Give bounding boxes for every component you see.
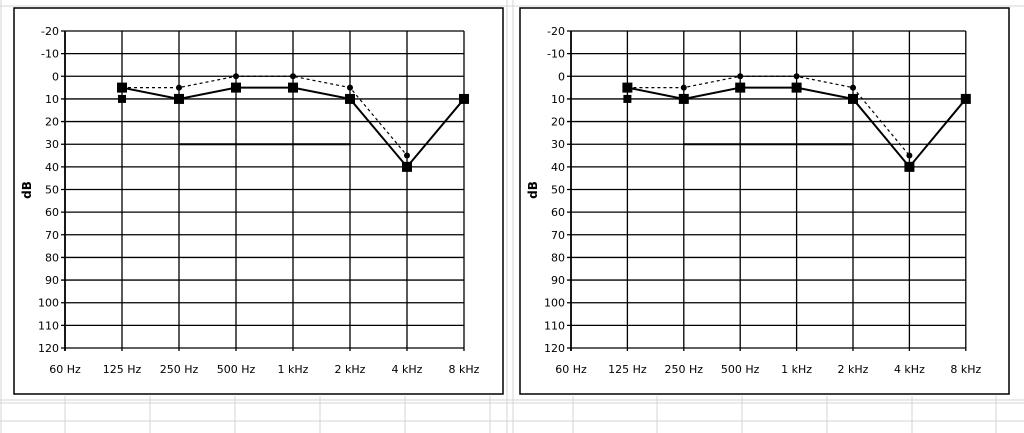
y-tick-label: 70: [551, 229, 565, 242]
y-tick-label: 110: [38, 319, 59, 332]
y-tick-label: -10: [41, 48, 59, 61]
data-point-square: [402, 161, 412, 172]
data-point-square: [735, 82, 746, 93]
data-point-square: [848, 93, 858, 104]
data-point-dot: [624, 84, 631, 91]
chart-panel-border: [13, 7, 504, 395]
x-tick-label: 125 Hz: [608, 363, 647, 376]
y-tick-label: 110: [544, 319, 565, 332]
y-tick-label: -20: [41, 25, 59, 38]
data-point-dot: [233, 73, 239, 80]
y-tick-label: -10: [547, 48, 565, 61]
x-tick-label: 60 Hz: [49, 363, 81, 376]
x-tick-label: 2 kHz: [838, 363, 869, 376]
y-tick-label: 20: [45, 116, 59, 129]
x-tick-label: 8 kHz: [449, 363, 480, 376]
x-tick-label: 500 Hz: [217, 363, 256, 376]
data-point-dot: [119, 84, 125, 91]
data-point-square: [678, 93, 689, 104]
y-tick-label: 120: [38, 342, 59, 355]
y-axis-label: dB: [526, 181, 540, 199]
y-tick-label: 50: [551, 184, 565, 197]
y-tick-label: 0: [52, 70, 59, 83]
data-point-dot: [850, 84, 856, 91]
x-tick-label: 4 kHz: [392, 363, 423, 376]
data-point-square: [118, 94, 126, 103]
y-tick-label: 30: [551, 138, 565, 151]
data-point-square: [960, 93, 971, 104]
x-tick-label: 250 Hz: [665, 363, 704, 376]
x-tick-label: 1 kHz: [781, 363, 812, 376]
data-point-dot: [347, 84, 353, 91]
data-point-dot: [793, 73, 800, 80]
x-tick-label: 500 Hz: [721, 363, 760, 376]
y-tick-label: 10: [45, 93, 59, 106]
y-tick-label: 60: [45, 206, 59, 219]
y-tick-label: 60: [551, 206, 565, 219]
audiogram-panel-left[interactable]: -20 -10 0 10 20 30 40 50 60 70 80 90 100 110 120 60 Hz 1…: [13, 7, 504, 395]
y-tick-label: -20: [547, 25, 565, 38]
y-tick-label: 40: [551, 161, 565, 174]
y-tick-label: 20: [551, 116, 565, 129]
data-point-square: [345, 93, 355, 104]
y-tick-label: 100: [544, 297, 565, 310]
y-tick-label: 30: [45, 138, 59, 151]
y-tick-label: 90: [45, 274, 59, 287]
x-tick-label: 2 kHz: [335, 363, 366, 376]
data-point-dot: [290, 73, 296, 80]
data-point-square: [459, 93, 469, 104]
x-tick-label: 1 kHz: [278, 363, 309, 376]
y-axis-label: dB: [20, 181, 34, 199]
data-point-square: [623, 94, 632, 103]
x-tick-label: 125 Hz: [103, 363, 142, 376]
y-tick-label: 70: [45, 229, 59, 242]
x-tick-label: 8 kHz: [950, 363, 981, 376]
data-point-square: [174, 93, 184, 104]
x-tick-label: 250 Hz: [160, 363, 199, 376]
data-point-square: [288, 82, 298, 93]
data-point-dot: [404, 152, 410, 159]
y-tick-label: 50: [45, 184, 59, 197]
y-tick-label: 80: [45, 251, 59, 264]
series-line-dotted: [627, 75, 910, 156]
chart-panel-border: [519, 7, 1010, 395]
x-tick-label: 4 kHz: [894, 363, 925, 376]
audiogram-chart-left: -20 -10 0 10 20 30 40 50 60 70 80 90 100 110 120 60 Hz 1…: [20, 25, 480, 376]
y-tick-label: 90: [551, 274, 565, 287]
data-point-dot: [737, 73, 744, 80]
x-tick-label: 60 Hz: [555, 363, 587, 376]
y-tick-label: 120: [544, 342, 565, 355]
y-tick-label: 100: [38, 297, 59, 310]
y-tick-label: 40: [45, 161, 59, 174]
data-point-dot: [680, 84, 687, 91]
y-tick-label: 0: [558, 70, 565, 83]
data-point-square: [231, 82, 241, 93]
data-point-dot: [906, 152, 913, 159]
y-tick-label: 80: [551, 251, 565, 264]
data-point-square: [791, 82, 802, 93]
audiogram-chart-right: -20 -10 0 10 20 30 40 50 60 70 80 90 100 110 120 60 Hz 1…: [526, 25, 981, 376]
data-point-square: [904, 161, 915, 172]
y-tick-label: 10: [551, 93, 565, 106]
audiogram-panel-right[interactable]: -20 -10 0 10 20 30 40 50 60 70 80 90 100 110 120 60 Hz 1…: [519, 7, 1010, 395]
data-point-dot: [176, 84, 182, 91]
